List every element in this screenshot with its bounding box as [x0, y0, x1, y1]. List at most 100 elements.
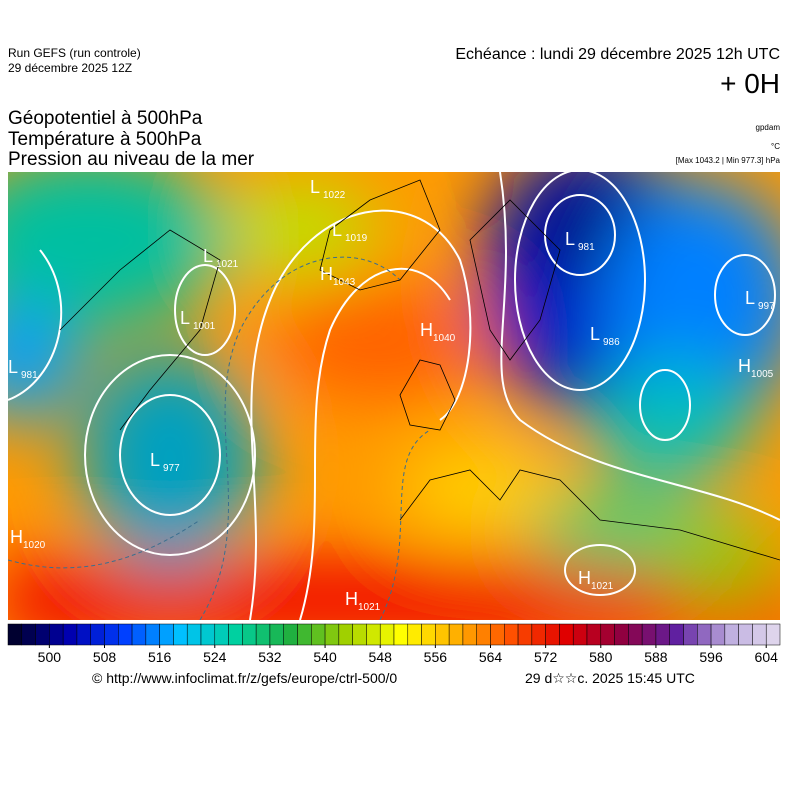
pressure-type: H — [345, 589, 358, 609]
colorbar-cell — [586, 623, 602, 646]
colorbar-cell — [724, 623, 739, 646]
pressure-value: 1040 — [433, 333, 456, 344]
colorbar-cell — [448, 623, 464, 646]
pressure-type: L — [745, 288, 755, 308]
pressure-value: 1001 — [193, 321, 216, 332]
isotherms — [8, 256, 431, 620]
colorbar-cell — [7, 623, 23, 646]
pressure-value: 977 — [163, 463, 180, 474]
colorbar-tick-label: 516 — [148, 649, 172, 665]
pressure-type: L — [180, 308, 190, 328]
echeance: Echéance : lundi 29 décembre 2025 12h UT… — [455, 46, 780, 63]
pressure-value: 1021 — [591, 581, 614, 592]
colorbar-cell — [283, 623, 298, 646]
pressure-value: 1043 — [333, 277, 356, 288]
pressure-type: L — [310, 177, 320, 197]
colorbar-cell — [118, 623, 133, 646]
field-title: Température à 500hPa — [8, 129, 202, 150]
colorbar-tick-label: 604 — [755, 649, 779, 665]
pressure-type: H — [420, 320, 433, 340]
coastlines — [59, 179, 780, 561]
pressure-type: H — [578, 568, 591, 588]
colorbar-cell — [435, 623, 450, 646]
colorbar-cell — [600, 623, 615, 646]
colorbar-cell — [393, 623, 409, 646]
colorbar-tick-label: 500 — [38, 649, 62, 665]
pressure-value: 1022 — [323, 190, 346, 201]
pressure-type: L — [203, 246, 213, 266]
colorbar-tick-label: 596 — [699, 649, 723, 665]
colorbar-cell — [683, 623, 698, 646]
colorbar-cell — [572, 623, 588, 646]
pressure-type: L — [590, 324, 600, 344]
colorbar-cell — [697, 623, 712, 646]
colorbar-cell — [379, 623, 395, 646]
pressure-type: H — [738, 356, 751, 376]
colorbar-cell — [269, 623, 284, 646]
colorbar-cell — [131, 623, 147, 646]
colorbar-cell — [641, 623, 657, 646]
colorbar-cell — [228, 623, 243, 646]
colorbar-tick-label: 524 — [203, 649, 227, 665]
colorbar-cell — [62, 623, 78, 646]
colorbar-cell — [76, 623, 91, 646]
colorbar-cell — [476, 623, 491, 646]
field-title: Pression au niveau de la mer — [8, 149, 255, 170]
colorbar-tick-label: 508 — [93, 649, 117, 665]
colorbar-cell — [655, 623, 670, 646]
pressure-value: 997 — [758, 301, 775, 312]
colorbar-cell — [338, 623, 353, 646]
colorbar-cell — [324, 623, 340, 646]
isobars — [8, 172, 780, 620]
colorbar-cell — [614, 623, 629, 646]
pressure-value: 986 — [603, 337, 620, 348]
colorbar-cell — [242, 623, 257, 646]
colorbar-cell — [421, 623, 436, 646]
run-date: 29 décembre 2025 12Z — [8, 61, 133, 75]
colorbar-cell — [710, 623, 726, 646]
colorbar-cell — [765, 623, 781, 646]
pressure-value: 981 — [578, 242, 595, 253]
colorbar-tick-label: 588 — [644, 649, 668, 665]
colorbar-tick-label: 556 — [424, 649, 448, 665]
pressure-type: L — [8, 357, 18, 377]
colorbar-cell — [173, 623, 188, 646]
pressure-type: L — [150, 450, 160, 470]
pressure-value: 1021 — [358, 602, 381, 613]
colorbar-cell — [366, 623, 381, 646]
lead-time: + 0H — [720, 68, 780, 99]
pressure-value: 981 — [21, 370, 38, 381]
colorbar-cell — [255, 623, 271, 646]
field-title: Géopotentiel à 500hPa — [8, 108, 203, 129]
colorbar-cell — [352, 623, 367, 646]
colorbar-cell — [214, 623, 229, 646]
colorbar-cell — [49, 623, 64, 646]
colorbar-cell — [738, 623, 753, 646]
colorbar-cell — [145, 623, 160, 646]
colorbar-cell — [628, 623, 643, 646]
colorbar-cell — [545, 623, 560, 646]
colorbar-cell — [21, 623, 36, 646]
pressure-type: H — [320, 264, 333, 284]
colorbar-cell — [559, 623, 574, 646]
colorbar-cell — [752, 623, 767, 646]
colorbar-tick-label: 540 — [313, 649, 337, 665]
pressure-value: 1019 — [345, 233, 368, 244]
pressure-value: 1020 — [23, 540, 46, 551]
unit-label: gpdam — [755, 123, 780, 132]
colorbar-cell — [531, 623, 546, 646]
colorbar-tick-label: 532 — [258, 649, 282, 665]
unit-label: [Max 1043.2 | Min 977.3] hPa — [675, 156, 780, 165]
colorbar-tick-label: 564 — [479, 649, 503, 665]
pressure-type: H — [10, 527, 23, 547]
colorbar-cell — [297, 623, 312, 646]
pressure-value: 1005 — [751, 369, 774, 380]
pressure-value: 1021 — [216, 259, 239, 270]
temperature-field — [8, 172, 780, 620]
colorbar-cell — [490, 623, 505, 646]
colorbar-cell — [407, 623, 422, 646]
pressure-type: L — [565, 229, 575, 249]
colorbar-cell — [159, 623, 174, 646]
